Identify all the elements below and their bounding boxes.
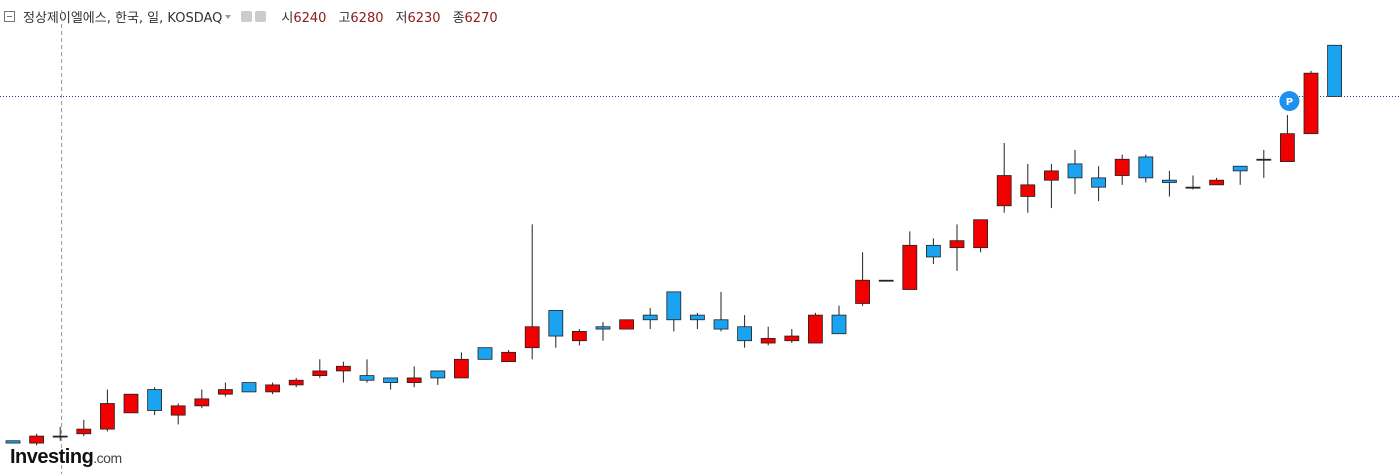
candle-body <box>548 310 564 337</box>
candle-body <box>1091 177 1106 188</box>
candle-body <box>265 384 281 393</box>
candle-body <box>524 326 540 349</box>
candle-body <box>194 398 210 407</box>
candle-body <box>642 314 658 321</box>
candle-body <box>359 375 375 381</box>
candle-body <box>123 393 139 414</box>
logo-suffix: .com <box>93 450 122 466</box>
candle-body <box>1114 158 1130 176</box>
ohlc-value: 6270 <box>464 10 498 26</box>
candle-body <box>666 291 682 321</box>
logo-brand: Investing <box>10 446 94 468</box>
candle-body <box>288 379 304 386</box>
ohlc-label: 시 <box>281 10 294 26</box>
dropdown-caret[interactable] <box>225 15 232 19</box>
candle-body <box>784 335 800 342</box>
candle-body <box>241 382 257 393</box>
candle-body <box>760 337 776 344</box>
settings-icon[interactable] <box>255 10 267 22</box>
ohlc-label: 저 <box>395 10 408 26</box>
candle-body <box>501 351 517 363</box>
candle-body <box>1162 179 1177 183</box>
ohlc-value: 6230 <box>407 10 441 26</box>
candle-body <box>1067 163 1083 179</box>
settings-icon[interactable] <box>241 10 253 22</box>
candle-body <box>1327 44 1342 97</box>
candle-body <box>878 279 894 282</box>
chart-header: 정상제이엘에스, 한국, 일, KOSDAQ 시6240 고6280 저6230 종6… <box>4 6 498 26</box>
candle-body <box>383 377 399 383</box>
candle-body <box>973 219 988 249</box>
candle-body <box>572 330 587 342</box>
candle-body <box>808 314 823 344</box>
candle-body <box>690 314 705 321</box>
candle-body <box>1020 184 1036 197</box>
candle-body <box>996 175 1012 207</box>
candle-body <box>76 428 92 435</box>
candle-body <box>147 389 163 411</box>
candle-body <box>52 435 68 438</box>
ohlc-label: 종 <box>452 10 465 26</box>
candle-body <box>1209 179 1224 186</box>
candle-body <box>170 405 186 416</box>
candle-body <box>1044 170 1059 181</box>
event-marker-label: P <box>1286 97 1293 108</box>
candle-body <box>217 389 233 395</box>
ohlc-label: 고 <box>338 10 351 26</box>
ohlc-readout: 시6240 고6280 저6230 종6270 <box>269 7 497 26</box>
candle-body <box>335 365 351 372</box>
candle-body <box>855 279 870 304</box>
candle-body <box>5 440 21 444</box>
logo: Investing.com <box>10 446 122 469</box>
candle-body <box>1303 72 1319 135</box>
candle-body <box>737 326 752 342</box>
candle-body <box>1232 165 1248 172</box>
candle-body <box>1280 133 1295 162</box>
candle-body <box>619 319 634 330</box>
candle-body <box>595 326 611 330</box>
collapse-icon[interactable] <box>4 10 15 22</box>
candle-body <box>453 358 469 379</box>
candle-body <box>1138 156 1154 179</box>
candle-body <box>949 240 965 249</box>
candle-body <box>926 244 941 258</box>
candle-body <box>406 377 422 383</box>
ohlc-value: 6280 <box>350 10 384 26</box>
candle-body <box>29 435 45 444</box>
candle-body <box>100 403 115 430</box>
candle-body <box>1256 158 1272 161</box>
candle-body <box>902 244 918 290</box>
ohlc-value: 6240 <box>293 10 327 26</box>
event-marker[interactable] <box>1279 91 1300 112</box>
candle-body <box>1185 186 1201 189</box>
chart-title: 정상제이엘에스, 한국, 일, KOSDAQ <box>23 10 223 26</box>
candle-body <box>713 319 729 330</box>
candle-body <box>430 370 446 379</box>
candle-body <box>312 370 328 376</box>
candle-body <box>477 347 493 360</box>
candle-body <box>831 314 847 335</box>
